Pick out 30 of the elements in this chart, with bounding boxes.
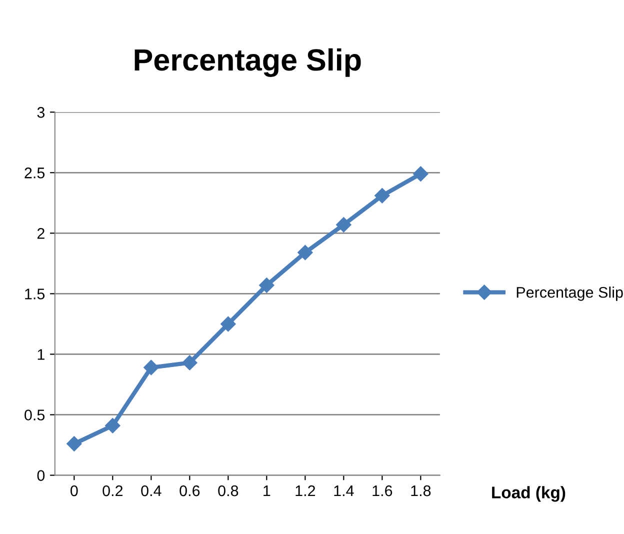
point xyxy=(374,188,390,204)
x-tick-label: 0.8 xyxy=(218,485,238,496)
chart-title: Percentage Slip xyxy=(134,48,361,77)
x-tick-label: 1.4 xyxy=(334,486,354,496)
point xyxy=(413,166,428,182)
point xyxy=(182,355,198,370)
y-tick-label: 3 xyxy=(37,107,45,118)
y-tick-label: 1.5 xyxy=(25,288,45,300)
x-tick-label: 0.2 xyxy=(102,485,123,496)
x-axis-title: Load (kg) xyxy=(492,486,566,502)
y-tick-label: 0 xyxy=(37,470,45,481)
point xyxy=(144,360,159,376)
x-tick-label: 0.6 xyxy=(180,485,200,496)
x-tick-label: 0.4 xyxy=(141,485,162,496)
y-tick-label: 0.5 xyxy=(24,410,45,420)
x-tick-label: 1.6 xyxy=(372,485,392,496)
y-tick-label: 2.5 xyxy=(24,168,45,178)
point xyxy=(259,278,274,293)
point xyxy=(220,316,236,332)
point xyxy=(66,436,82,452)
point xyxy=(336,217,352,232)
y-tick-label: 2 xyxy=(37,228,44,239)
x-tick-label: 0 xyxy=(70,485,78,496)
legend-label: Percentage Slip xyxy=(516,286,623,301)
point xyxy=(105,418,120,434)
x-tick-label: 1 xyxy=(264,486,270,496)
point xyxy=(298,244,313,260)
y-tick-label: 1 xyxy=(38,349,44,360)
x-tick-label: 1.8 xyxy=(411,485,431,496)
x-tick-label: 1.2 xyxy=(296,485,316,496)
